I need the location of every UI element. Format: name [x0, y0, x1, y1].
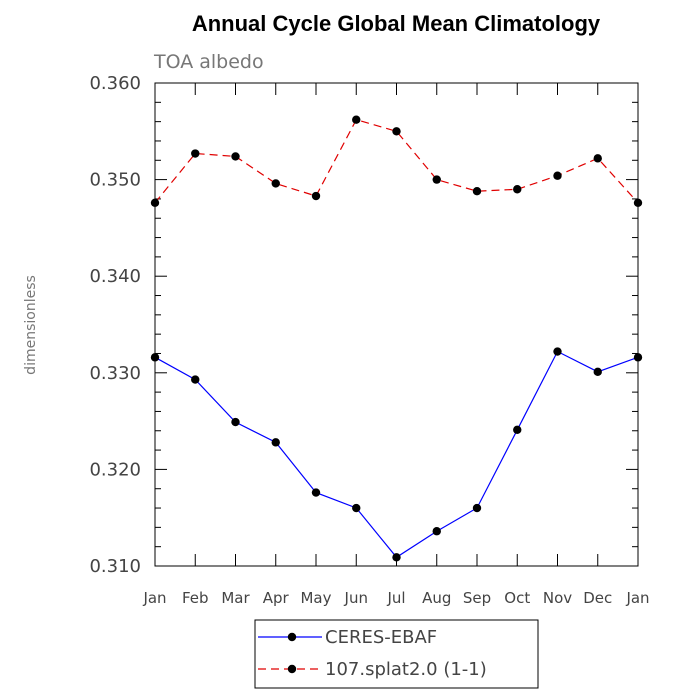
- y-tick-label: 0.360: [89, 73, 141, 94]
- y-tick-label: 0.350: [89, 170, 141, 191]
- y-tick-label: 0.310: [89, 556, 141, 577]
- x-tick-label: Nov: [543, 589, 572, 607]
- legend-box: [254, 619, 539, 689]
- chart-title: Annual Cycle Global Mean Climatology: [192, 11, 601, 36]
- x-tick-label: Jul: [386, 589, 405, 607]
- data-point: [392, 127, 401, 136]
- y-tick-label: 0.330: [89, 363, 141, 384]
- x-tick-label: Feb: [182, 589, 209, 607]
- data-point: [392, 553, 401, 562]
- data-point: [231, 417, 240, 427]
- x-tick-label: Jan: [625, 589, 649, 607]
- data-point: [432, 527, 441, 536]
- data-point: [150, 198, 160, 207]
- data-point: [553, 347, 562, 356]
- chart-subtitle: TOA albedo: [153, 51, 264, 73]
- legend-marker: [287, 632, 297, 642]
- x-tick-label: Jun: [344, 589, 368, 607]
- data-point: [513, 185, 522, 194]
- series-line-0: [154, 350, 639, 559]
- data-point: [311, 191, 321, 201]
- y-axis-label: dimensionless: [23, 275, 39, 375]
- data-point: [352, 115, 361, 124]
- data-point: [271, 179, 280, 188]
- legend-marker: [287, 664, 297, 674]
- legend: CERES-EBAF 107.splat2.0 (1-1): [254, 619, 539, 689]
- data-point: [553, 171, 562, 180]
- x-tick-label: Mar: [221, 589, 250, 607]
- x-tick-label: Jan: [142, 589, 166, 607]
- data-point: [472, 503, 482, 513]
- legend-label: 107.splat2.0 (1-1): [325, 659, 487, 680]
- axis-ticks: 0.310 0.320 0.330 0.340 0.350 0.360 Jan Feb Mar A…: [89, 73, 649, 607]
- y-tick-label: 0.320: [89, 459, 141, 480]
- x-tick-label: Oct: [504, 589, 530, 607]
- legend-label: CERES-EBAF: [325, 627, 437, 648]
- data-point: [432, 175, 441, 184]
- data-point: [633, 353, 643, 362]
- data-point: [352, 503, 361, 513]
- data-point: [593, 367, 602, 377]
- data-point: [593, 154, 602, 163]
- data-point: [150, 353, 160, 362]
- data-point: [472, 186, 482, 196]
- data-point: [633, 198, 643, 207]
- data-point: [231, 152, 240, 161]
- x-tick-label: May: [300, 589, 331, 607]
- data-point: [513, 425, 522, 434]
- data-point: [191, 375, 200, 384]
- data-point: [311, 488, 321, 497]
- data-point: [191, 149, 200, 158]
- x-tick-label: Dec: [583, 589, 612, 607]
- y-tick-label: 0.340: [89, 266, 141, 287]
- x-tick-label: Apr: [263, 589, 290, 607]
- x-tick-label: Aug: [422, 589, 451, 607]
- data-point: [271, 438, 280, 447]
- x-tick-label: Sep: [463, 589, 491, 607]
- series-layer: [150, 115, 643, 562]
